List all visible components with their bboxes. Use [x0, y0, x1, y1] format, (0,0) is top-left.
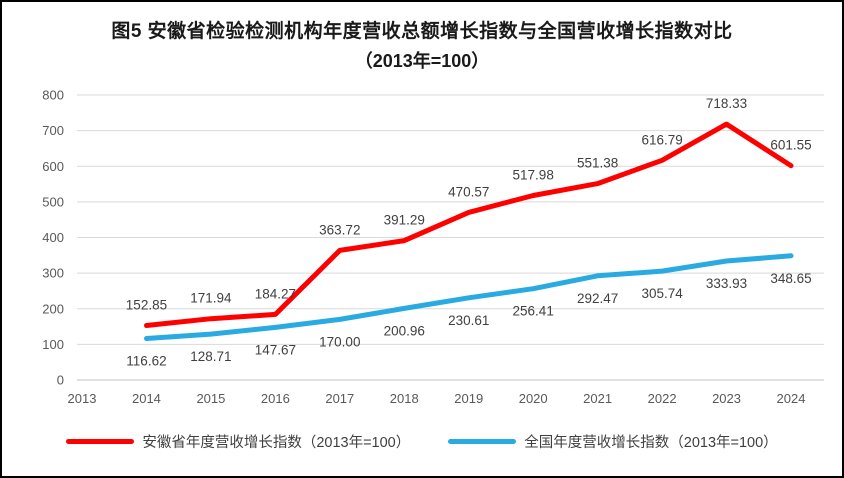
data-label-series-0: 551.38 [577, 156, 618, 171]
x-axis-tick-label: 2016 [261, 391, 290, 406]
y-axis-tick-label: 700 [42, 123, 64, 138]
data-label-series-1: 128.71 [190, 349, 231, 364]
y-axis-tick-label: 400 [42, 230, 64, 245]
series-line-1 [144, 253, 794, 341]
data-label-series-1: 147.67 [255, 342, 296, 357]
data-label-series-0: 517.98 [513, 167, 554, 182]
y-axis-tick-label: 200 [42, 301, 64, 316]
y-axis-tick-label: 300 [42, 266, 64, 281]
data-label-series-0: 391.29 [384, 213, 425, 228]
chart-title-line2: （2013年=100） [354, 51, 490, 71]
data-label-series-1: 305.74 [641, 286, 683, 301]
x-axis-tick-label: 2020 [519, 391, 548, 406]
y-axis-tick-label: 600 [42, 159, 64, 174]
chart-title: 图5 安徽省检验检测机构年度营收总额增长指数与全国营收增长指数对比 （2013年… [2, 16, 842, 73]
x-axis-tick-label: 2014 [132, 391, 161, 406]
y-axis-tick-label: 100 [42, 337, 64, 352]
legend-item-anhui: 安徽省年度营收增长指数（2013年=100） [66, 431, 410, 452]
data-label-series-1: 116.62 [126, 353, 166, 368]
data-label-series-1: 348.65 [770, 271, 811, 286]
data-label-series-0: 616.79 [641, 132, 682, 147]
y-axis-tick-label: 800 [42, 88, 64, 103]
data-label-series-1: 200.96 [384, 323, 425, 338]
chart-title-line1: 图5 安徽省检验检测机构年度营收总额增长指数与全国营收增长指数对比 [111, 21, 733, 42]
data-label-series-0: 184.27 [255, 286, 296, 301]
line-chart-plot-area: 0 100 200 300 400 500 600 700 800 2013 2014 2015 201… [42, 88, 824, 406]
x-axis-tick-label: 2019 [454, 391, 483, 406]
x-axis-tick-label: 2017 [325, 391, 354, 406]
data-label-series-1: 256.41 [513, 304, 554, 319]
x-axis-tick-label: 2024 [777, 391, 806, 406]
x-axis-tick-label: 2021 [583, 391, 612, 406]
data-label-series-0: 718.33 [706, 96, 747, 111]
chart-legend: 安徽省年度营收增长指数（2013年=100） 全国年度营收增长指数（2013年=… [2, 431, 842, 452]
data-label-series-0: 171.94 [190, 291, 232, 306]
data-label-series-0: 601.55 [770, 138, 811, 153]
legend-label-national: 全国年度营收增长指数（2013年=100） [524, 435, 778, 451]
data-label-series-1: 333.93 [706, 276, 747, 291]
y-axis-tick-label: 500 [42, 194, 64, 209]
data-label-series-1: 292.47 [577, 291, 618, 306]
data-label-series-1: 170.00 [319, 334, 360, 349]
data-label-series-0: 152.85 [126, 298, 167, 313]
x-axis-tick-label: 2022 [648, 391, 677, 406]
series-line-0 [144, 121, 794, 328]
data-label-series-0: 470.57 [448, 184, 489, 199]
x-axis-tick-label: 2018 [390, 391, 419, 406]
x-axis-tick-label: 2023 [712, 391, 741, 406]
x-axis-tick-label: 2013 [68, 391, 97, 406]
data-label-series-1: 230.61 [448, 313, 489, 328]
legend-label-anhui: 安徽省年度营收增长指数（2013年=100） [142, 435, 411, 451]
legend-item-national: 全国年度营收增长指数（2013年=100） [448, 431, 778, 452]
legend-line-swatch-national [448, 439, 517, 444]
y-axis-tick-label: 0 [57, 373, 64, 388]
legend-line-swatch-anhui [66, 439, 135, 444]
x-axis-tick-label: 2015 [196, 391, 225, 406]
data-label-series-0: 363.72 [319, 222, 360, 237]
